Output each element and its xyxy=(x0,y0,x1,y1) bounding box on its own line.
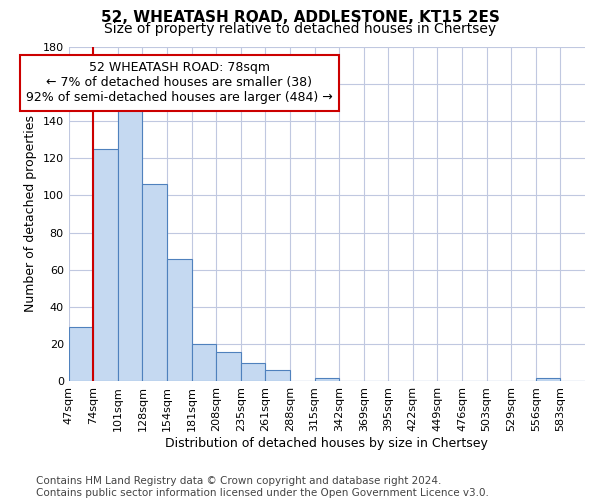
Text: Size of property relative to detached houses in Chertsey: Size of property relative to detached ho… xyxy=(104,22,496,36)
Bar xyxy=(142,184,167,382)
Y-axis label: Number of detached properties: Number of detached properties xyxy=(24,116,37,312)
Bar xyxy=(536,378,560,382)
Text: Contains HM Land Registry data © Crown copyright and database right 2024.
Contai: Contains HM Land Registry data © Crown c… xyxy=(36,476,489,498)
X-axis label: Distribution of detached houses by size in Chertsey: Distribution of detached houses by size … xyxy=(166,437,488,450)
Bar xyxy=(241,363,265,382)
Bar xyxy=(216,352,241,382)
Text: 52 WHEATASH ROAD: 78sqm
← 7% of detached houses are smaller (38)
92% of semi-det: 52 WHEATASH ROAD: 78sqm ← 7% of detached… xyxy=(26,62,333,104)
Bar xyxy=(314,378,339,382)
Text: 52, WHEATASH ROAD, ADDLESTONE, KT15 2ES: 52, WHEATASH ROAD, ADDLESTONE, KT15 2ES xyxy=(101,10,499,25)
Bar xyxy=(94,149,118,382)
Bar xyxy=(265,370,290,382)
Bar xyxy=(167,258,191,382)
Bar xyxy=(69,328,94,382)
Bar xyxy=(191,344,216,382)
Bar xyxy=(118,102,142,382)
